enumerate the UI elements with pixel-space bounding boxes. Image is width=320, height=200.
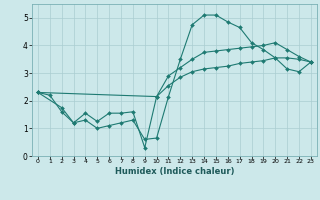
X-axis label: Humidex (Indice chaleur): Humidex (Indice chaleur) — [115, 167, 234, 176]
